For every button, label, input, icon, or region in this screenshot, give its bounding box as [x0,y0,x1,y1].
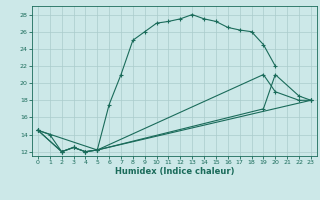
X-axis label: Humidex (Indice chaleur): Humidex (Indice chaleur) [115,167,234,176]
